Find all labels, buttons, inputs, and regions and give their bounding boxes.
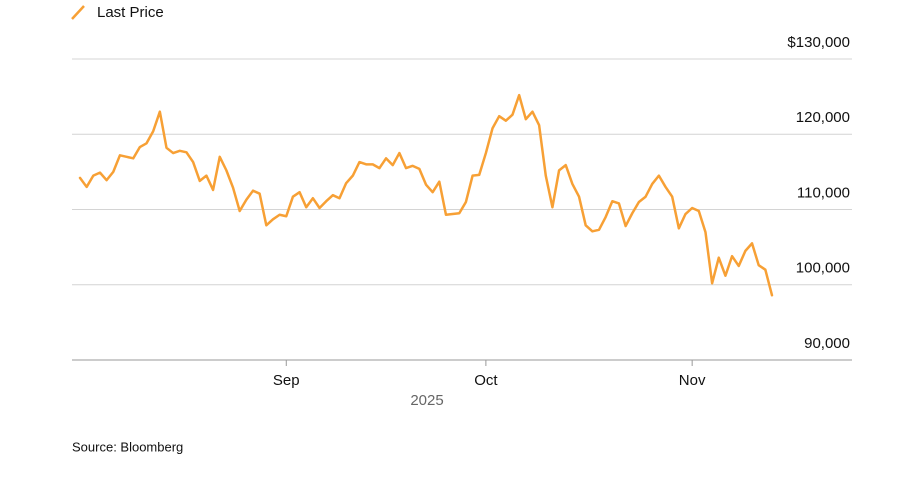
y-tick-label: 100,000: [796, 260, 850, 277]
y-tick-label: 110,000: [797, 184, 850, 201]
x-tick-label: Sep: [273, 372, 300, 389]
source: Source: Bloomberg: [72, 439, 183, 454]
x-tick-label: Nov: [679, 372, 706, 389]
x-tick-label: Oct: [474, 372, 498, 389]
price-line: [78, 93, 774, 297]
legend-label: Last Price: [97, 4, 164, 21]
y-tick-label: 120,000: [796, 109, 850, 126]
y-tick-label: $130,000: [787, 34, 850, 51]
y-tick-label: 90,000: [804, 335, 850, 352]
x-axis-label: 2025: [410, 392, 443, 409]
legend-swatch: [71, 5, 85, 20]
